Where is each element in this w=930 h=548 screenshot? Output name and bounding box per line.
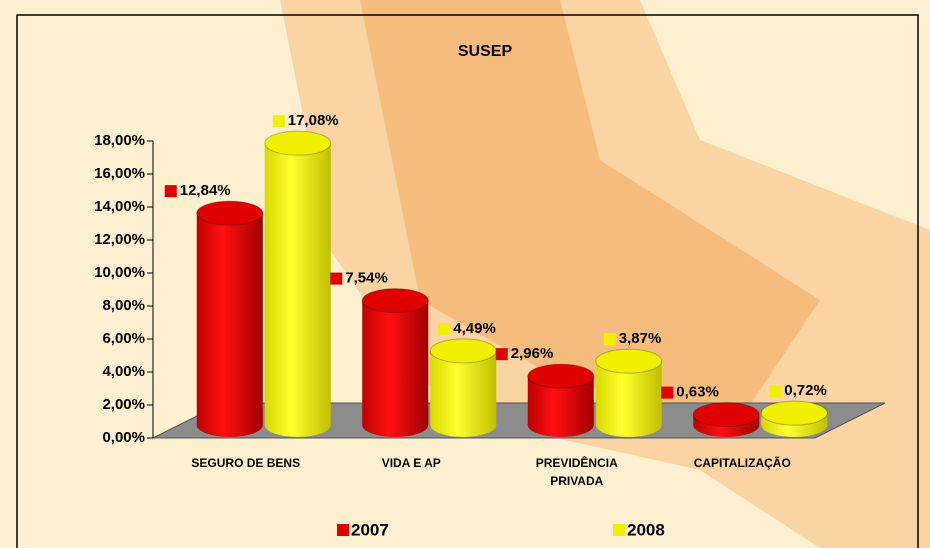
y-tick-label: 12,00% bbox=[94, 231, 145, 248]
bar bbox=[693, 403, 759, 437]
value-label: 0,63% bbox=[676, 384, 719, 401]
bar-part bbox=[265, 131, 331, 155]
y-tick-label: 10,00% bbox=[94, 264, 145, 281]
y-tick-label: 2,00% bbox=[102, 396, 145, 413]
x-tick-label: VIDA E AP bbox=[346, 454, 476, 472]
bar bbox=[596, 349, 662, 437]
value-label: 2,96% bbox=[511, 345, 554, 362]
value-label: 0,72% bbox=[784, 382, 827, 399]
value-label: 17,08% bbox=[288, 112, 339, 129]
legend-key bbox=[337, 524, 349, 536]
y-tick-label: 14,00% bbox=[94, 198, 145, 215]
bar bbox=[265, 131, 331, 437]
value-label: 3,87% bbox=[619, 330, 662, 347]
y-tick-label: 8,00% bbox=[102, 297, 145, 314]
bar-part bbox=[761, 401, 827, 425]
y-tick-label: 4,00% bbox=[102, 363, 145, 380]
legend-label: 2007 bbox=[351, 520, 389, 539]
page: SUSEP 0,00% 2,00% 4,00% 6,00% 8,00% 10,00% 12,… bbox=[0, 0, 930, 548]
bar-part bbox=[362, 289, 428, 313]
value-label: 12,84% bbox=[180, 182, 231, 199]
bar bbox=[430, 339, 496, 437]
bar-part bbox=[197, 201, 263, 225]
value-label: 7,54% bbox=[345, 270, 388, 287]
value-label-key bbox=[769, 385, 781, 397]
value-label-key bbox=[438, 323, 450, 335]
value-label-key bbox=[496, 348, 508, 360]
y-tick-label: 6,00% bbox=[102, 330, 145, 347]
value-label-key bbox=[604, 333, 616, 345]
bar-part bbox=[265, 143, 331, 425]
y-tick-label: 0,00% bbox=[102, 429, 145, 446]
value-label-key bbox=[661, 387, 673, 399]
bar-part bbox=[362, 301, 428, 425]
bar-part bbox=[693, 403, 759, 427]
y-tick-label: 18,00% bbox=[94, 132, 145, 149]
bar-part bbox=[528, 364, 594, 388]
value-label-key bbox=[165, 185, 177, 197]
bar-part bbox=[197, 213, 263, 425]
bar bbox=[761, 401, 827, 437]
value-label: 4,49% bbox=[453, 320, 496, 337]
y-tick-label: 16,00% bbox=[94, 165, 145, 182]
bar bbox=[362, 289, 428, 437]
value-label-key bbox=[273, 115, 285, 127]
legend-label: 2008 bbox=[627, 520, 665, 539]
bar-part bbox=[430, 339, 496, 363]
bar-part bbox=[596, 349, 662, 373]
x-tick-label: PREVIDÊNCIA PRIVADA bbox=[512, 454, 642, 490]
bar bbox=[528, 364, 594, 437]
value-label-key bbox=[330, 273, 342, 285]
bar bbox=[197, 201, 263, 437]
legend-key bbox=[613, 524, 625, 536]
chart-title: SUSEP bbox=[458, 43, 513, 60]
x-tick-label: SEGURO DE BENS bbox=[181, 454, 311, 472]
x-tick-label: CAPITALIZAÇÃO bbox=[677, 454, 807, 472]
